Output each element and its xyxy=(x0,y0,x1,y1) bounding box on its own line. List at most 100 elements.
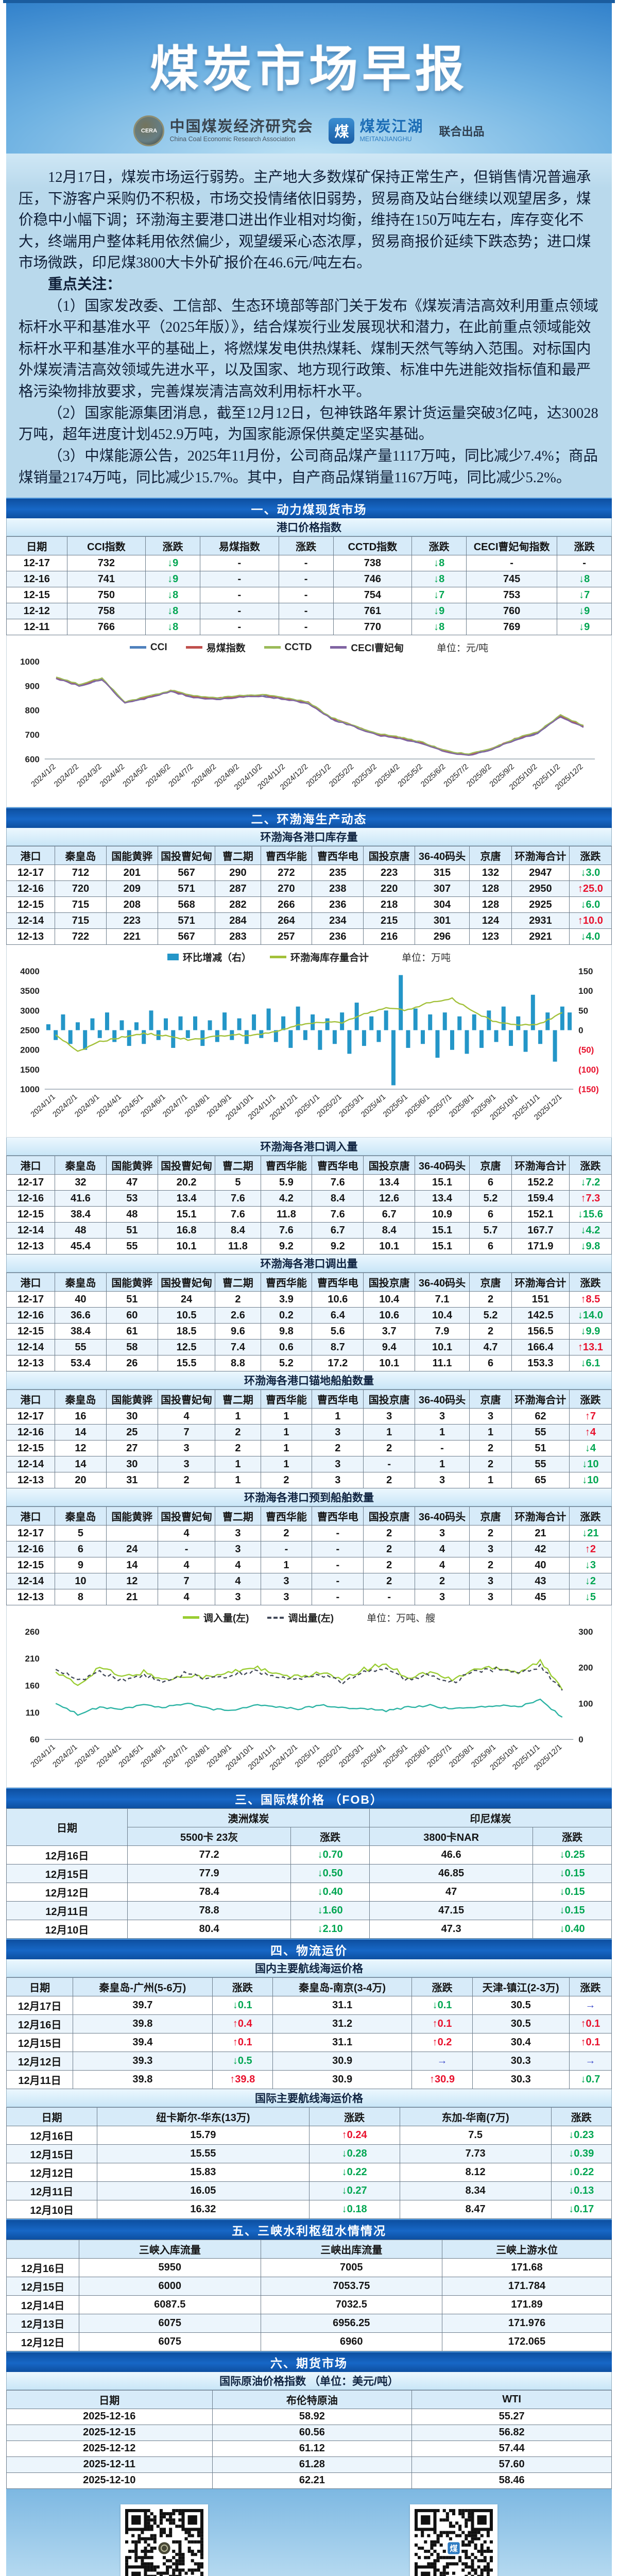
table-cell: 7.4 xyxy=(215,1339,261,1355)
table-cell: 760 xyxy=(466,603,558,620)
column-header: CCI指数 xyxy=(66,536,146,556)
table-cell: 296 xyxy=(415,928,470,945)
table-cell: 12月12日 xyxy=(6,2332,79,2351)
table-cell: 3 xyxy=(415,1589,470,1605)
section-6-header: 六、期货市场 xyxy=(6,2351,612,2372)
table-cell: 30.9 xyxy=(272,2070,413,2089)
table-cell: ↓8 xyxy=(145,619,200,636)
table-cell: 1 xyxy=(260,1456,313,1472)
table-cell: 12-16 xyxy=(6,1307,55,1324)
inflow-outflow-chart: 调入量(左) 调出量(左) 单位：万吨、艘 60 110 160 210 260 0 100 200… xyxy=(6,1605,612,1788)
table-cell: 38.4 xyxy=(55,1206,107,1223)
table-cell: 12月16日 xyxy=(6,1845,128,1865)
table-cell: ↓3 xyxy=(569,1557,612,1573)
svg-text:2025/7/2: 2025/7/2 xyxy=(442,762,470,789)
header-row: 日期 CCI指数 涨跌 易煤指数 涨跌 CCTD指数 涨跌 CECI曹妃甸指数 涨跌 xyxy=(6,536,612,556)
table-cell: 3 xyxy=(312,1424,364,1440)
table-cell: 36.6 xyxy=(55,1307,107,1324)
table-cell: 9.6 xyxy=(215,1323,261,1340)
column-header: 涨跌 xyxy=(290,1826,370,1846)
header-row: 港口 秦皇岛 国能黄骅 国投曹妃甸 曹二期 曹西华能 曹西华电 国投京唐 36-40码头 京唐 环渤… xyxy=(6,1506,612,1526)
table-cell: 51 xyxy=(106,1291,158,1308)
table-cell: 20 xyxy=(55,1472,107,1488)
table-cell: 5.2 xyxy=(469,1190,512,1207)
legend-item: CECI曹妃甸 xyxy=(330,640,404,654)
column-header: 涨跌 xyxy=(557,536,612,556)
table-cell: 8.12 xyxy=(399,2162,552,2182)
column-header: 环渤海合计 xyxy=(511,1389,570,1409)
subheader-anchor-ships: 环渤海各港口锚地船舶数量 xyxy=(6,1371,612,1389)
legend-item: 环比增减（右） xyxy=(167,950,251,964)
svg-text:2024/6/2: 2024/6/2 xyxy=(144,762,173,789)
table-cell: 11.1 xyxy=(415,1355,470,1371)
column-header: 秦皇岛-广州(5-6万) xyxy=(73,1977,213,1996)
legend-item: 环渤海库存量合计 xyxy=(269,950,369,964)
svg-text:2025/8/2: 2025/8/2 xyxy=(465,762,493,789)
table-cell: 3 xyxy=(415,1408,470,1425)
table-cell: ↓0.40 xyxy=(290,1882,370,1902)
table-cell: 3 xyxy=(312,1456,364,1472)
table-row: 12月12日 15.83 ↓0.22 8.12 ↓0.22 xyxy=(6,2162,612,2182)
section-4-header: 四、物流运价 xyxy=(6,1938,612,1959)
table-cell: 40 xyxy=(55,1291,107,1308)
table-cell: 10.6 xyxy=(363,1307,416,1324)
table-row: 12-13 45.4 55 10.1 11.8 9.2 9.2 10.1 15.1 6 171.9 ↓… xyxy=(6,1238,612,1255)
column-header: 涨跌 xyxy=(278,536,334,556)
table-cell: 304 xyxy=(415,896,470,913)
table-cell: 6075 xyxy=(79,2332,261,2351)
table-cell: 46.6 xyxy=(369,1845,534,1865)
table-cell: 10.1 xyxy=(157,1238,216,1255)
table-cell: ↓9 xyxy=(145,571,200,588)
table-cell: 5950 xyxy=(79,2258,261,2277)
table-cell: 1 xyxy=(215,1408,261,1425)
table-row: 12-16 41.6 53 13.4 7.6 4.2 8.4 12.6 13.4 5.2 159.4… xyxy=(6,1190,612,1207)
table-cell: 4 xyxy=(215,1573,261,1589)
table-row: 12月15日 39.4 ↑0.1 31.1 ↑0.2 30.4 ↑0.1 xyxy=(6,2032,612,2052)
top-strip xyxy=(3,0,615,3)
subheader-port-price-index: 港口价格指数 xyxy=(6,518,612,537)
table-cell: - xyxy=(415,1440,470,1456)
table-row: 12-16 6 24-3- -2 4 3 42 ↑2 xyxy=(6,1541,612,1557)
table-cell: 30.4 xyxy=(472,2032,570,2052)
table-row: 12-15 38.4 48 15.1 7.6 11.8 7.6 6.7 10.9 6 152.1 ↓1… xyxy=(6,1206,612,1223)
svg-text:2025/2/2: 2025/2/2 xyxy=(328,762,356,789)
footer: 欢迎关注中国煤炭经济研究会微信公众号 即时获取协会相关活动信息 办公地址：北京市… xyxy=(6,2488,612,2576)
section-1-header: 一、动力煤现货市场 xyxy=(6,498,612,519)
legend-item: 调入量(左) xyxy=(182,1611,249,1624)
table-cell: 55 xyxy=(106,1238,158,1255)
table-cell: ↓0.23 xyxy=(551,2125,612,2145)
table-cell: ↓8 xyxy=(557,571,612,588)
table-cell: 6960 xyxy=(260,2332,442,2351)
table-cell: 171.9 xyxy=(511,1238,570,1255)
table-cell: 58 xyxy=(106,1339,158,1355)
column-header: 京唐 xyxy=(469,1156,512,1175)
subheader-inflow: 环渤海各港口调入量 xyxy=(6,1138,612,1156)
table-cell: - xyxy=(312,1557,364,1573)
table-row: 2025-12-11 61.28 57.60 xyxy=(6,2456,612,2473)
chart-legend: 环比增减（右） 环渤海库存量合计 单位：万吨 xyxy=(9,950,609,964)
table-cell: 31.1 xyxy=(272,2032,413,2052)
table-cell: ↓4.2 xyxy=(569,1222,612,1239)
table-cell: 1 xyxy=(469,1472,512,1488)
column-header: 秦皇岛 xyxy=(55,1156,107,1175)
table-cell: ↓3.0 xyxy=(569,865,612,882)
table-cell: 12 xyxy=(55,1440,107,1456)
table-cell: 12-16 xyxy=(6,1190,55,1207)
table-cell: 745 xyxy=(466,571,558,588)
table-cell: 13.4 xyxy=(157,1190,216,1207)
svg-text:2024/8/2: 2024/8/2 xyxy=(190,762,218,789)
table-row: 12-16 741 ↓9- -746 ↓8 745 ↓8 xyxy=(6,571,612,588)
table-row: 12-15 9 14 4 4 1-2 4 2 40 ↓3 xyxy=(6,1557,612,1573)
table-cell: 53.4 xyxy=(55,1355,107,1371)
table-cell: 7.9 xyxy=(415,1323,470,1340)
table-cell: 16.05 xyxy=(97,2181,310,2200)
section-5-header: 五、三峡水利枢纽水情情况 xyxy=(6,2218,612,2240)
table-cell: 47 xyxy=(106,1174,158,1191)
table-cell: 30 xyxy=(106,1408,158,1425)
table-row: 12-13 722 221 567 283 257 236 216 296 123 2921 ↓4.0 xyxy=(6,928,612,945)
section-3-header: 三、国际煤价格 （FOB） xyxy=(6,1787,612,1808)
column-header: 印尼煤炭 xyxy=(369,1808,612,1827)
table-cell: 2 xyxy=(260,1472,313,1488)
table-cell: 12月15日 xyxy=(6,2032,74,2052)
table-cell: 6.7 xyxy=(312,1222,364,1239)
